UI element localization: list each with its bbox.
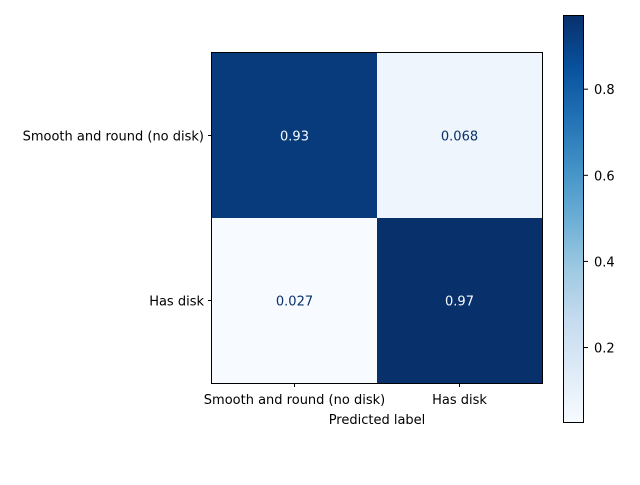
- cell-label-0-0: 0.93: [280, 130, 309, 145]
- y-tick-label-0: Smooth and round (no disk): [23, 130, 204, 145]
- cell-label-0-1: 0.068: [441, 130, 478, 145]
- plot-frame: [211, 52, 543, 384]
- colorbar-tick-label-2: 0.6: [594, 169, 615, 184]
- x-tick-label-0: Smooth and round (no disk): [204, 393, 385, 408]
- cell-1-1: [377, 218, 542, 383]
- colorbar-tick-label-3: 0.8: [594, 83, 615, 98]
- cell-0-1: [377, 53, 542, 218]
- colorbar-tick-label-1: 0.4: [594, 255, 615, 270]
- colorbar-gradient: [563, 15, 584, 423]
- heatmap-cells: 0.93 0.068 0.027 0.97: [212, 53, 542, 383]
- x-tick-label-1: Has disk: [432, 393, 487, 408]
- cell-0-0: [212, 53, 377, 218]
- x-axis-ticks: Smooth and round (no disk) Has disk: [204, 383, 487, 408]
- y-axis-ticks: Smooth and round (no disk) Has disk: [23, 130, 212, 310]
- cell-1-0: [212, 218, 377, 383]
- colorbar-ticks: 0.2 0.4 0.6 0.8: [584, 83, 615, 357]
- x-axis-label: Predicted label: [329, 413, 426, 428]
- y-tick-label-1: Has disk: [149, 295, 204, 310]
- cell-label-1-0: 0.027: [276, 295, 313, 310]
- cell-label-1-1: 0.97: [445, 295, 474, 310]
- colorbar: 0.2 0.4 0.6 0.8: [563, 15, 615, 423]
- colorbar-tick-label-0: 0.2: [594, 342, 615, 357]
